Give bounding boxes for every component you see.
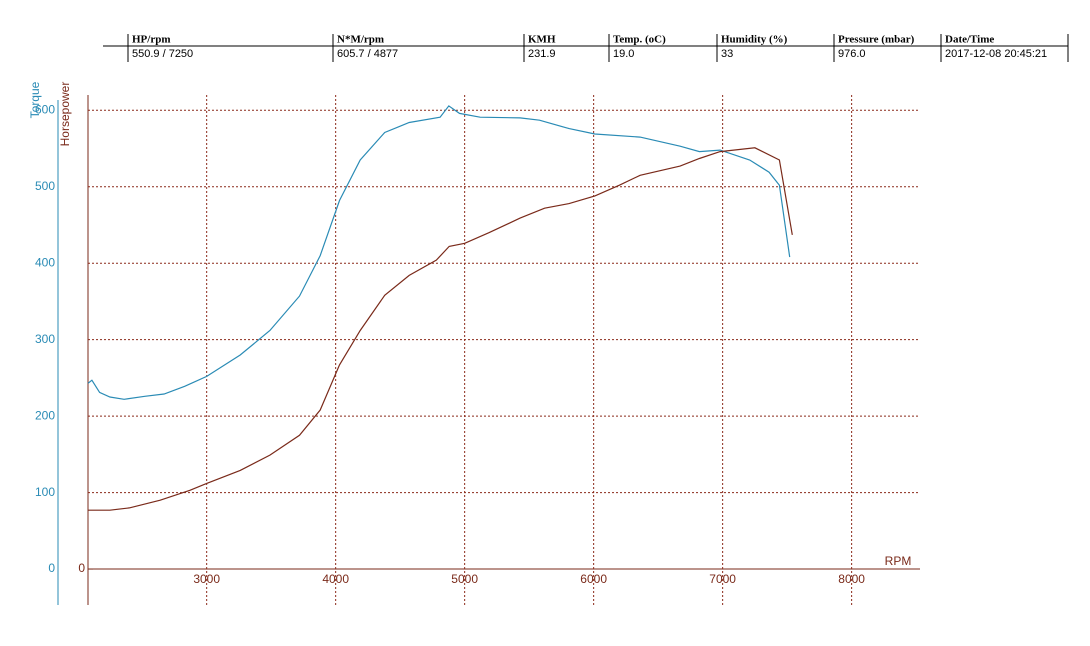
y-tick-label: 0 [48,561,55,575]
y-tick-label: 600 [35,102,55,116]
series-line [87,105,791,400]
header-value: 976.0 [838,48,866,60]
y-tick-label: 500 [35,179,55,193]
header-value: 605.7 / 4877 [337,48,398,60]
x-tick-label: 4000 [322,572,349,586]
y-tick-label: 400 [35,255,55,269]
header-label: HP/rpm [132,34,171,46]
header-label: KMH [528,34,556,46]
y-tick-label: 300 [35,332,55,346]
y-tick-label: 100 [35,485,55,499]
header-value: 550.9 / 7250 [132,48,193,60]
header-value: 2017-12-08 20:45:21 [945,48,1047,60]
hp-axis-label: Horsepower [58,82,72,147]
header-label: Humidity (%) [721,34,788,46]
header-table: HP/rpm 550.9 / 7250 N*M/rpm 605.7 / 4877 KMH… [103,34,1069,62]
header-label: Pressure (mbar) [838,34,915,46]
header-value: 19.0 [613,48,634,60]
header-label: N*M/rpm [337,34,384,46]
header-label: Date/Time [945,34,994,46]
y-tick-label: 200 [35,408,55,422]
series-line [88,147,793,511]
header-label: Temp. (oC) [613,34,666,46]
x-tick-label: 5000 [451,572,478,586]
x-tick-label: 6000 [580,572,607,586]
x-tick-label: 3000 [193,572,220,586]
x-tick-label: 8000 [838,572,865,586]
header-value: 33 [721,48,733,60]
x-tick-label: 7000 [709,572,736,586]
torque-axis-label: Torque [28,81,42,118]
x-axis-label: RPM [885,554,912,568]
y2-tick-label: 0 [78,561,85,575]
header-value: 231.9 [528,48,556,60]
